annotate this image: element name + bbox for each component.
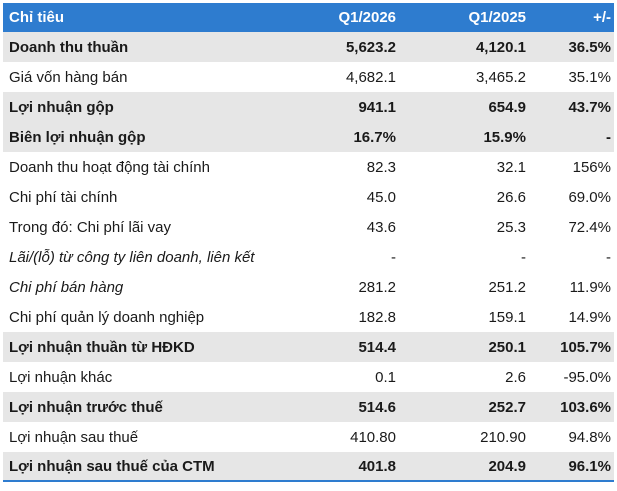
row-value-q1-2025: 204.9 xyxy=(488,457,526,475)
header-indicator: Chỉ tiêu xyxy=(9,9,64,26)
income-statement-table: Chỉ tiêu Q1/2026 Q1/2025 +/- Doanh thu t… xyxy=(3,3,614,482)
row-label: Lợi nhuận trước thuế xyxy=(9,398,163,416)
row-value-q1-2025: 252.7 xyxy=(488,398,526,416)
row-label: Lợi nhuận sau thuế của CTM xyxy=(9,457,215,475)
row-value-q1-2025: - xyxy=(521,248,526,266)
row-change: - xyxy=(606,248,611,266)
row-change: 156% xyxy=(572,158,611,176)
table-row: Lợi nhuận gộp 941.1 654.9 43.7% xyxy=(3,92,614,122)
row-value-q1-2026: 43.6 xyxy=(366,218,396,236)
row-value-q1-2026: 16.7% xyxy=(353,128,396,146)
row-value-q1-2026: 45.0 xyxy=(366,188,396,206)
row-value-q1-2025: 26.6 xyxy=(496,188,526,206)
header-q1-2026: Q1/2026 xyxy=(338,9,396,26)
row-value-q1-2026: 281.2 xyxy=(358,278,396,296)
row-label: Lợi nhuận gộp xyxy=(9,98,114,116)
row-label: Giá vốn hàng bán xyxy=(9,68,128,86)
row-label: Biên lợi nhuận gộp xyxy=(9,128,146,146)
row-change: 96.1% xyxy=(568,457,611,475)
row-value-q1-2026: 514.6 xyxy=(358,398,396,416)
row-value-q1-2025: 2.6 xyxy=(505,368,526,386)
row-value-q1-2025: 210.90 xyxy=(480,428,526,446)
row-change: 36.5% xyxy=(568,38,611,56)
row-label: Chi phí quản lý doanh nghiệp xyxy=(9,308,205,326)
row-change: -95.0% xyxy=(563,368,611,386)
row-value-q1-2025: 25.3 xyxy=(496,218,526,236)
row-value-q1-2025: 3,465.2 xyxy=(475,68,526,86)
row-change: 105.7% xyxy=(560,338,611,356)
header-change: +/- xyxy=(593,9,611,26)
row-value-q1-2025: 159.1 xyxy=(488,308,526,326)
row-value-q1-2026: 514.4 xyxy=(358,338,396,356)
table-body: Doanh thu thuần 5,623.2 4,120.1 36.5% Giá vố… xyxy=(3,32,614,482)
row-change: 43.7% xyxy=(568,98,611,116)
table-row: Lãi/(lỗ) từ công ty liên doanh, liên kết… xyxy=(3,242,614,272)
table-row: Chi phí tài chính 45.0 26.6 69.0% xyxy=(3,182,614,212)
table-row: Lợi nhuận trước thuế 514.6 252.7 103.6% xyxy=(3,392,614,422)
row-label: Chi phí bán hàng xyxy=(9,278,124,296)
table-row: Chi phí bán hàng 281.2 251.2 11.9% xyxy=(3,272,614,302)
row-value-q1-2025: 251.2 xyxy=(488,278,526,296)
table-row: Doanh thu thuần 5,623.2 4,120.1 36.5% xyxy=(3,32,614,62)
row-value-q1-2026: 0.1 xyxy=(375,368,396,386)
row-label: Doanh thu thuần xyxy=(9,38,129,56)
row-change: 35.1% xyxy=(568,68,611,86)
row-change: 69.0% xyxy=(568,188,611,206)
row-label: Trong đó: Chi phí lãi vay xyxy=(9,218,172,236)
table-row: Chi phí quản lý doanh nghiệp 182.8 159.1 14… xyxy=(3,302,614,332)
row-label: Lãi/(lỗ) từ công ty liên doanh, liên kết xyxy=(9,248,255,266)
table-header-row: Chỉ tiêu Q1/2026 Q1/2025 +/- xyxy=(3,3,614,32)
table-row: Lợi nhuận sau thuế của CTM 401.8 204.9 96.1… xyxy=(3,452,614,482)
row-value-q1-2025: 654.9 xyxy=(488,98,526,116)
row-change: 72.4% xyxy=(568,218,611,236)
row-label: Lợi nhuận khác xyxy=(9,368,113,386)
table-row: Lợi nhuận khác 0.1 2.6 -95.0% xyxy=(3,362,614,392)
table-row: Giá vốn hàng bán 4,682.1 3,465.2 35.1% xyxy=(3,62,614,92)
row-value-q1-2026: 410.80 xyxy=(350,428,396,446)
table-row: Doanh thu hoạt động tài chính 82.3 32.1 156… xyxy=(3,152,614,182)
row-label: Doanh thu hoạt động tài chính xyxy=(9,158,210,176)
row-change: 94.8% xyxy=(568,428,611,446)
row-value-q1-2025: 32.1 xyxy=(496,158,526,176)
table-row: Trong đó: Chi phí lãi vay 43.6 25.3 72.4% xyxy=(3,212,614,242)
row-change: 14.9% xyxy=(568,308,611,326)
row-value-q1-2025: 250.1 xyxy=(488,338,526,356)
row-value-q1-2026: 941.1 xyxy=(358,98,396,116)
row-change: - xyxy=(606,128,611,146)
row-value-q1-2026: 5,623.2 xyxy=(345,38,396,56)
row-value-q1-2026: 401.8 xyxy=(358,457,396,475)
row-value-q1-2026: - xyxy=(391,248,396,266)
row-label: Lợi nhuận thuần từ HĐKD xyxy=(9,338,195,356)
row-value-q1-2026: 4,682.1 xyxy=(345,68,396,86)
row-label: Lợi nhuận sau thuế xyxy=(9,428,139,446)
table-row: Lợi nhuận thuần từ HĐKD 514.4 250.1 105.7% xyxy=(3,332,614,362)
row-change: 103.6% xyxy=(560,398,611,416)
row-value-q1-2026: 182.8 xyxy=(358,308,396,326)
row-value-q1-2026: 82.3 xyxy=(366,158,396,176)
table-row: Biên lợi nhuận gộp 16.7% 15.9% - xyxy=(3,122,614,152)
header-q1-2025: Q1/2025 xyxy=(468,9,526,26)
row-label: Chi phí tài chính xyxy=(9,188,118,206)
row-change: 11.9% xyxy=(569,278,611,296)
row-value-q1-2025: 4,120.1 xyxy=(475,38,526,56)
table-row: Lợi nhuận sau thuế 410.80 210.90 94.8% xyxy=(3,422,614,452)
row-value-q1-2025: 15.9% xyxy=(483,128,526,146)
